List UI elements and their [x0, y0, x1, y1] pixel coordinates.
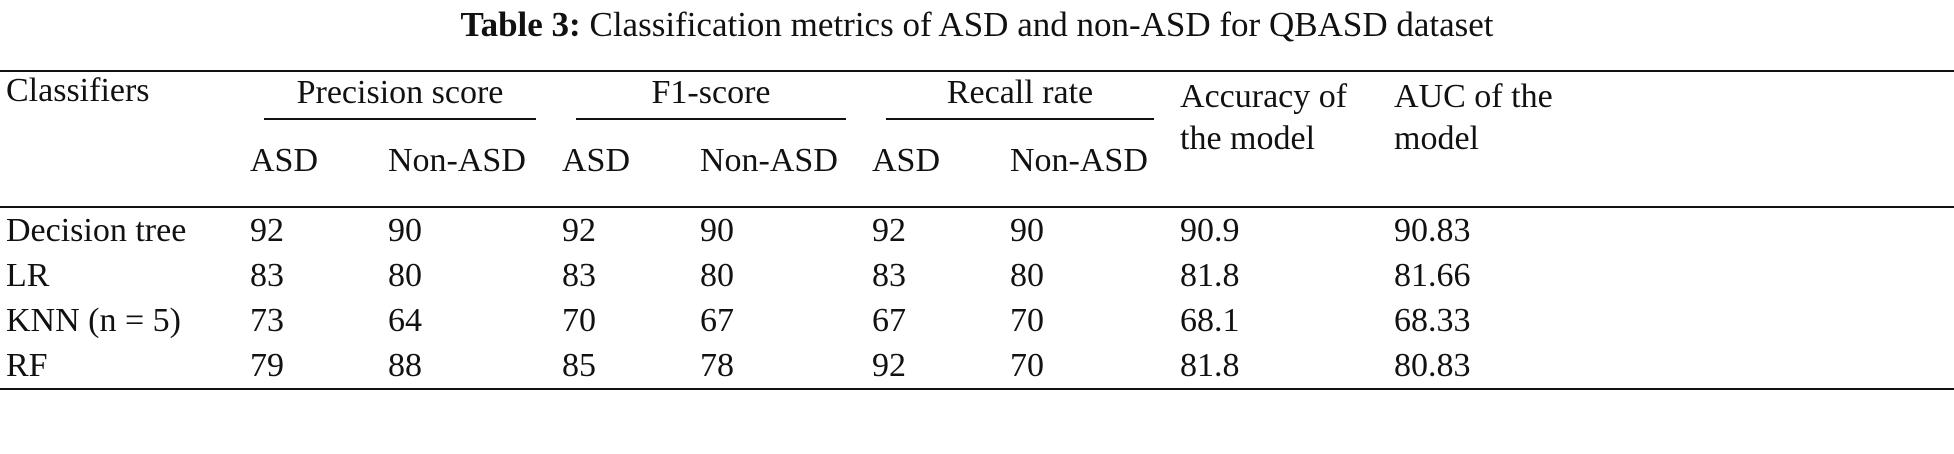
cell: 80: [388, 257, 422, 294]
cell: 73: [250, 302, 284, 339]
header-group-f1-label: F1-score: [576, 74, 846, 120]
row-label: Decision tree: [6, 212, 187, 249]
subheader-precision-asd: ASD: [250, 142, 319, 179]
caption-label: Table 3:: [460, 5, 581, 44]
cell: 85: [562, 347, 596, 384]
subheader-f1-nonasd: Non-ASD: [700, 142, 838, 179]
cell: 70: [562, 302, 596, 339]
header-row-2: ASD Non-ASD ASD Non-ASD ASD Non-ASD: [0, 138, 1954, 207]
cell: 80.83: [1394, 347, 1471, 384]
metrics-table: Classifiers Precision score F1-score Rec…: [0, 70, 1954, 390]
cell: 92: [872, 212, 906, 249]
cell: 80: [1010, 257, 1044, 294]
table-caption: Table 3: Classification metrics of ASD a…: [0, 0, 1954, 50]
header-row-1: Classifiers Precision score F1-score Rec…: [0, 71, 1954, 157]
cell: 90: [1010, 212, 1044, 249]
subheader-precision-nonasd: Non-ASD: [388, 142, 526, 179]
cell: 90.83: [1394, 212, 1471, 249]
cell: 79: [250, 347, 284, 384]
cell: 90: [700, 212, 734, 249]
subheader-f1-asd: ASD: [562, 142, 631, 179]
row-label: RF: [6, 347, 48, 384]
cell: 68.1: [1180, 302, 1240, 339]
row-label: LR: [6, 257, 50, 294]
cell: 83: [872, 257, 906, 294]
cell: 70: [1010, 302, 1044, 339]
header-auc: AUC of the model: [1394, 78, 1553, 157]
cell: 90: [388, 212, 422, 249]
cell: 83: [562, 257, 596, 294]
table-row: KNN (n = 5) 73 64 70 67 67 70 68.1 68.33: [0, 298, 1954, 343]
cell: 90.9: [1180, 212, 1240, 249]
cell: 88: [388, 347, 422, 384]
cell: 67: [700, 302, 734, 339]
cell: 83: [250, 257, 284, 294]
header-group-f1: F1-score: [556, 71, 866, 138]
cell: 68.33: [1394, 302, 1471, 339]
header-group-precision: Precision score: [244, 71, 556, 138]
cell: 67: [872, 302, 906, 339]
caption-text: Classification metrics of ASD and non-AS…: [589, 5, 1494, 44]
subheader-recall-nonasd: Non-ASD: [1010, 142, 1148, 179]
cell: 92: [562, 212, 596, 249]
subheader-recall-asd: ASD: [872, 142, 941, 179]
table-row: LR 83 80 83 80 83 80 81.8 81.66: [0, 253, 1954, 298]
header-group-recall-label: Recall rate: [886, 74, 1155, 120]
cell: 78: [700, 347, 734, 384]
cell: 81.8: [1180, 347, 1240, 384]
cell: 80: [700, 257, 734, 294]
cell: 92: [872, 347, 906, 384]
cell: 81.8: [1180, 257, 1240, 294]
header-group-precision-label: Precision score: [264, 74, 536, 120]
header-classifiers: Classifiers: [6, 72, 150, 109]
header-accuracy: Accuracy of the model: [1180, 78, 1348, 157]
row-label: KNN (n = 5): [6, 302, 181, 339]
cell: 81.66: [1394, 257, 1471, 294]
cell: 92: [250, 212, 284, 249]
table-row: Decision tree 92 90 92 90 92 90 90.9 90.…: [0, 207, 1954, 253]
table-row: RF 79 88 85 78 92 70 81.8 80.83: [0, 343, 1954, 389]
cell: 64: [388, 302, 422, 339]
cell: 70: [1010, 347, 1044, 384]
header-group-recall: Recall rate: [866, 71, 1174, 138]
